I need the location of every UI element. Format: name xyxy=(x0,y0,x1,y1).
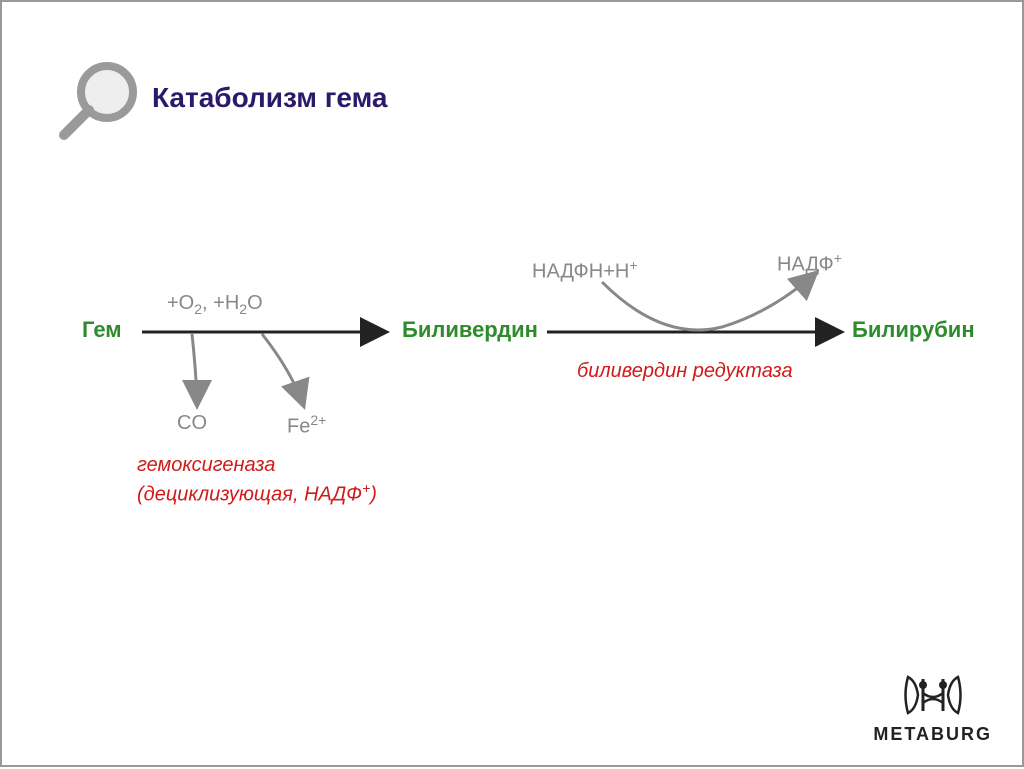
slide-frame: Катаболизм гема Гем Биливердин Билирубин… xyxy=(0,0,1024,767)
logo-brand: METABURG xyxy=(873,724,992,745)
cofactor-fe: Fe2+ xyxy=(287,412,326,439)
magnifier-icon xyxy=(2,2,1024,769)
cofactor-nadp: НАДФ+ xyxy=(777,250,842,277)
cofactor-o2-h2o: +O2, +H2O xyxy=(167,292,263,317)
cofactor-co: CO xyxy=(177,412,207,435)
compound-biliverdin: Биливердин xyxy=(402,317,538,343)
page-title: Катаболизм гема xyxy=(152,82,387,114)
loupe-handle xyxy=(64,110,89,135)
compound-heme: Гем xyxy=(82,317,122,343)
logo: METABURG xyxy=(873,671,992,745)
logo-icon xyxy=(898,671,968,719)
enzyme-hemoxygenase-2: (дециклизующая, НАДФ+) xyxy=(137,480,377,507)
branch-fe xyxy=(262,334,304,407)
enzyme-biliverdin-reductase: биливердин редуктаза xyxy=(577,360,793,383)
loupe-lens xyxy=(81,66,133,118)
cofactor-nadphh: НАДФН+H+ xyxy=(532,257,638,284)
enzyme-hemoxygenase-1: гемоксигеназа xyxy=(137,454,275,477)
compound-bilirubin: Билирубин xyxy=(852,317,975,343)
branch-co xyxy=(192,334,197,407)
